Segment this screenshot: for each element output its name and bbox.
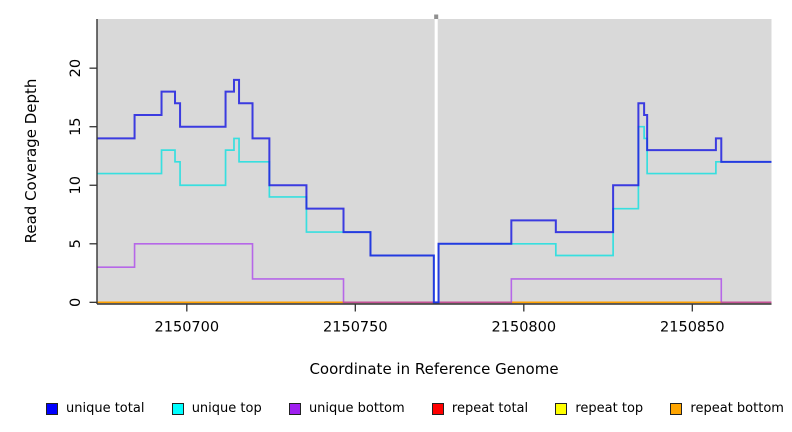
- legend-item-unique-bottom: unique bottom: [288, 401, 405, 416]
- legend-item-unique-total: unique total: [46, 401, 144, 416]
- legend-swatch-icon: [670, 402, 683, 415]
- gap-top-notch: [434, 14, 439, 19]
- legend-item-unique-top: unique top: [171, 401, 262, 416]
- legend-swatch-icon: [171, 402, 184, 415]
- x-tick-label: 2150850: [660, 320, 725, 336]
- legend-swatch-icon: [46, 402, 58, 415]
- legend-label: unique total: [66, 401, 145, 416]
- legend-item-repeat-top: repeat top: [555, 401, 643, 416]
- x-axis-label: Coordinate in Reference Genome: [309, 360, 559, 378]
- y-axis-label: Read Coverage Depth: [22, 78, 40, 244]
- legend-swatch-icon: [288, 402, 301, 415]
- y-tick-label: 20: [68, 59, 84, 77]
- legend-label: unique top: [191, 401, 262, 416]
- y-tick-label: 10: [68, 176, 84, 194]
- legend-label: repeat top: [575, 401, 644, 416]
- legend-label: repeat total: [451, 401, 529, 416]
- legend-swatch-icon: [555, 402, 568, 415]
- legend: unique total unique top unique bottom repea…: [46, 401, 784, 416]
- series-unique-total: [97, 78, 772, 304]
- y-tick-label: 0: [68, 298, 84, 307]
- legend-label: unique bottom: [308, 401, 405, 416]
- coverage-gap-band: [434, 19, 438, 302]
- x-tick-label: 2150800: [492, 320, 557, 336]
- x-tick-label: 2150700: [155, 320, 220, 336]
- legend-item-repeat-bottom: repeat bottom: [670, 401, 784, 416]
- series-unique-bottom: [97, 242, 772, 304]
- y-tick-label: 15: [68, 117, 84, 135]
- legend-label: repeat bottom: [690, 401, 784, 416]
- y-tick-label: 5: [68, 239, 84, 248]
- legend-item-repeat-total: repeat total: [431, 401, 529, 416]
- x-tick-label: 2150750: [323, 320, 388, 336]
- legend-swatch-icon: [431, 402, 444, 415]
